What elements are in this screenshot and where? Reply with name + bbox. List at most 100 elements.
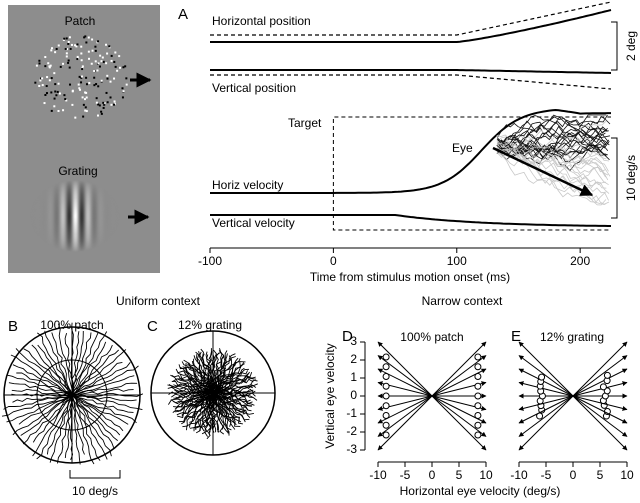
velocity-trace [12,364,73,396]
dot [125,83,128,86]
velocity-trace [71,394,115,448]
grating-stripe [77,180,79,252]
eye-response [474,431,482,439]
dot [38,84,41,87]
dot [67,61,70,64]
dot [102,60,105,63]
velocity-trace [22,394,73,445]
dot [94,60,97,63]
x-tick-label: -10 [510,468,528,482]
velocity-trace [71,394,95,465]
target-arrow [377,341,433,397]
dot [88,81,91,84]
target-arrow [572,395,628,437]
dot [50,47,53,50]
scale-bar [611,21,618,71]
grating-stripe [59,180,61,252]
velocity-trace [70,322,74,396]
panel-letter: B [8,318,18,335]
grating-stripe [76,180,78,252]
velocity-trace [71,394,108,460]
dot [48,65,51,68]
dot [113,103,116,106]
eye-response [474,402,482,410]
grating-stripe [51,180,53,252]
dot [76,43,79,46]
dot [100,79,103,82]
grating-stripe [91,180,93,252]
dot [80,81,83,84]
velocity-trace [1,394,73,417]
target-arrow [518,395,574,424]
eye-response [382,412,390,420]
dot [79,88,82,91]
dot [91,49,94,52]
velocity-trace [212,373,249,394]
dot [113,100,116,103]
dot [85,41,88,44]
dot [65,99,68,102]
dot [54,83,57,86]
grating-stripe [119,180,121,252]
grating-stripe [109,180,111,252]
grating-stripe [93,180,95,252]
y-tick-label: 2 [350,352,357,366]
grating-stripe [35,180,37,252]
x-tick-label: 5 [597,468,604,482]
dot [44,93,47,96]
dot [80,75,83,78]
dot [102,101,105,104]
dot [80,76,83,79]
velocity-trace [23,348,73,396]
eye-trace [496,137,609,160]
dot [71,89,74,92]
grating-stripe [37,180,39,252]
grating-stripe [33,180,35,252]
velocity-trace [172,392,214,413]
panel-letter: C [147,318,158,335]
grating-stripe [62,180,64,252]
section-title: Uniform context [116,294,201,308]
eye-trace [496,142,609,172]
grating-stripe [87,180,89,252]
trace-label: Vertical velocity [212,216,295,230]
dot [54,51,57,54]
eye-response [382,382,390,390]
dot [67,40,70,43]
random-dot-patch [34,35,128,119]
patch-label: Patch [65,14,96,28]
grating-stripe [75,180,77,252]
dot [118,66,121,69]
velocity-trace [212,385,253,394]
dot [108,45,111,48]
dot [59,65,62,68]
dot [121,96,124,99]
grating-stripe [97,180,99,252]
dot [106,77,109,80]
eye-response [474,392,482,400]
grating-stripe [32,180,34,252]
grating-stripe [49,180,51,252]
dot [63,37,66,40]
eye-response [474,412,482,420]
dot [84,106,87,109]
eye-trace [497,143,606,173]
velocity-trace [71,394,143,411]
eye-label: Eye [452,141,473,155]
velocity-trace [3,394,73,410]
dot [80,52,83,55]
grating-stripe [108,180,110,252]
dot [82,115,85,118]
dot [58,92,61,95]
dot [68,66,71,69]
y-tick-label: -1 [346,406,357,420]
dot [45,85,48,88]
dot [48,66,51,69]
y-tick-label: 3 [350,334,357,348]
target-arrow [431,395,487,451]
velocity-trace [212,379,258,394]
grating-stripe [72,180,74,252]
eye-response [382,353,390,361]
velocity-trace [71,332,99,396]
dot [95,101,98,104]
